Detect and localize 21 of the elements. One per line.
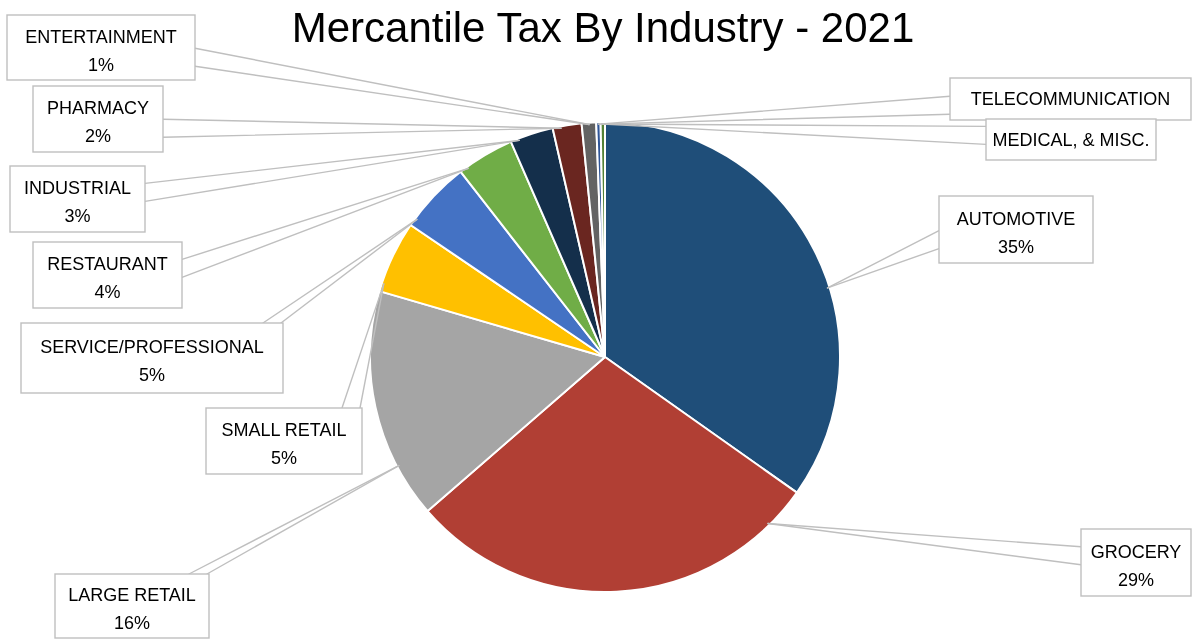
slice-label: ENTERTAINMENT xyxy=(25,26,177,47)
data-label: 2% xyxy=(84,126,112,146)
slice-label: PHARMACY xyxy=(46,98,150,118)
slice-label: SMALL RETAIL xyxy=(221,420,347,440)
data-label: 16% xyxy=(113,613,151,633)
chart-title: Mercantile Tax By Industry - 2021 xyxy=(291,4,915,51)
slice-label: SERVICE/PROFESSIONAL xyxy=(40,337,264,357)
data-label: 1% xyxy=(87,54,115,75)
data-label: 5% xyxy=(138,365,166,385)
slice-label: RESTAURANT xyxy=(47,254,168,274)
slice-label: TELECOMMUNICATION xyxy=(970,89,1171,109)
slice-label: AUTOMOTIVE xyxy=(956,208,1076,229)
slice-label: LARGE RETAIL xyxy=(68,585,196,605)
data-label: 29% xyxy=(1117,569,1155,590)
data-label: 4% xyxy=(94,282,121,302)
slice-label: GROCERY xyxy=(1090,541,1182,562)
data-label: 35% xyxy=(997,236,1035,257)
slice-label: INDUSTRIAL xyxy=(23,178,132,198)
data-label: 3% xyxy=(64,206,91,226)
data-label: 5% xyxy=(270,448,298,468)
slice-label: MEDICAL, & MISC. xyxy=(992,129,1150,150)
